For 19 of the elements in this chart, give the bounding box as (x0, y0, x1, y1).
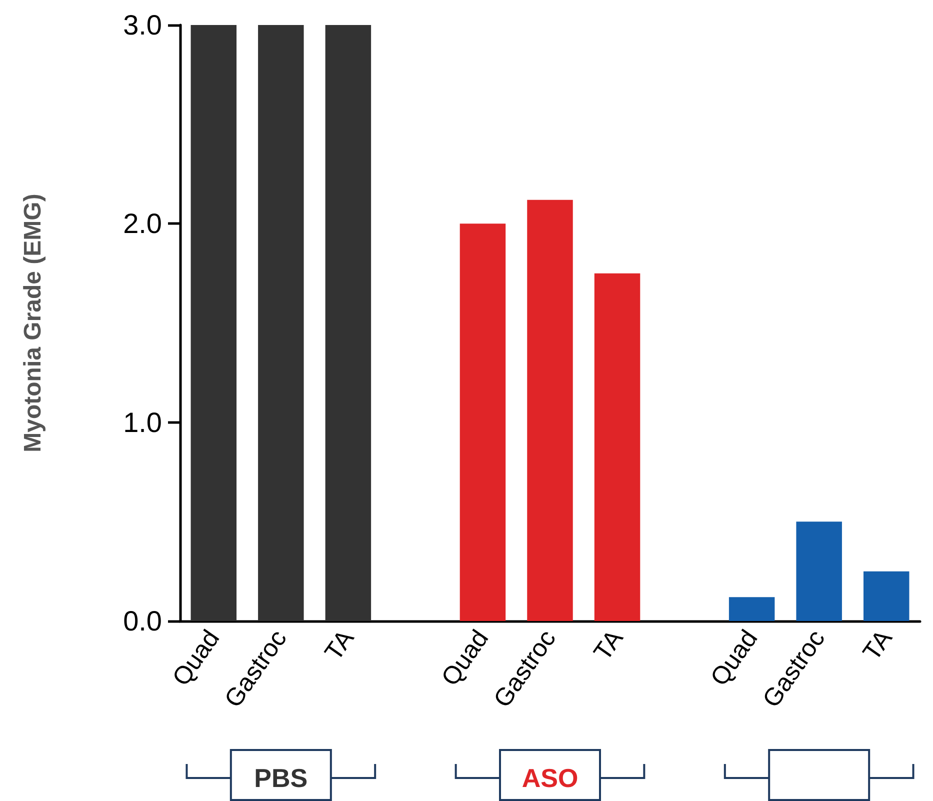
x-tick-label: TA (588, 624, 629, 666)
bar (796, 522, 842, 621)
bar (728, 597, 775, 621)
x-tick-label: TA (319, 624, 360, 666)
x-tick-label: TA (858, 624, 898, 666)
bar (527, 200, 573, 621)
y-tick-label: 1.0 (123, 406, 162, 438)
bar (863, 571, 910, 621)
text: ASO (522, 763, 578, 793)
y-tick-label: 0.0 (123, 606, 162, 636)
bar (325, 25, 372, 621)
y-tick-label: 2.0 (123, 208, 162, 240)
bar (594, 273, 640, 621)
y-axis-title: Myotonia Grade (EMG) (20, 194, 46, 452)
y-tick-label: 3.0 (123, 10, 162, 40)
text: PBS (254, 763, 308, 793)
bar (460, 224, 506, 621)
bar (258, 25, 304, 621)
bar (190, 25, 237, 621)
